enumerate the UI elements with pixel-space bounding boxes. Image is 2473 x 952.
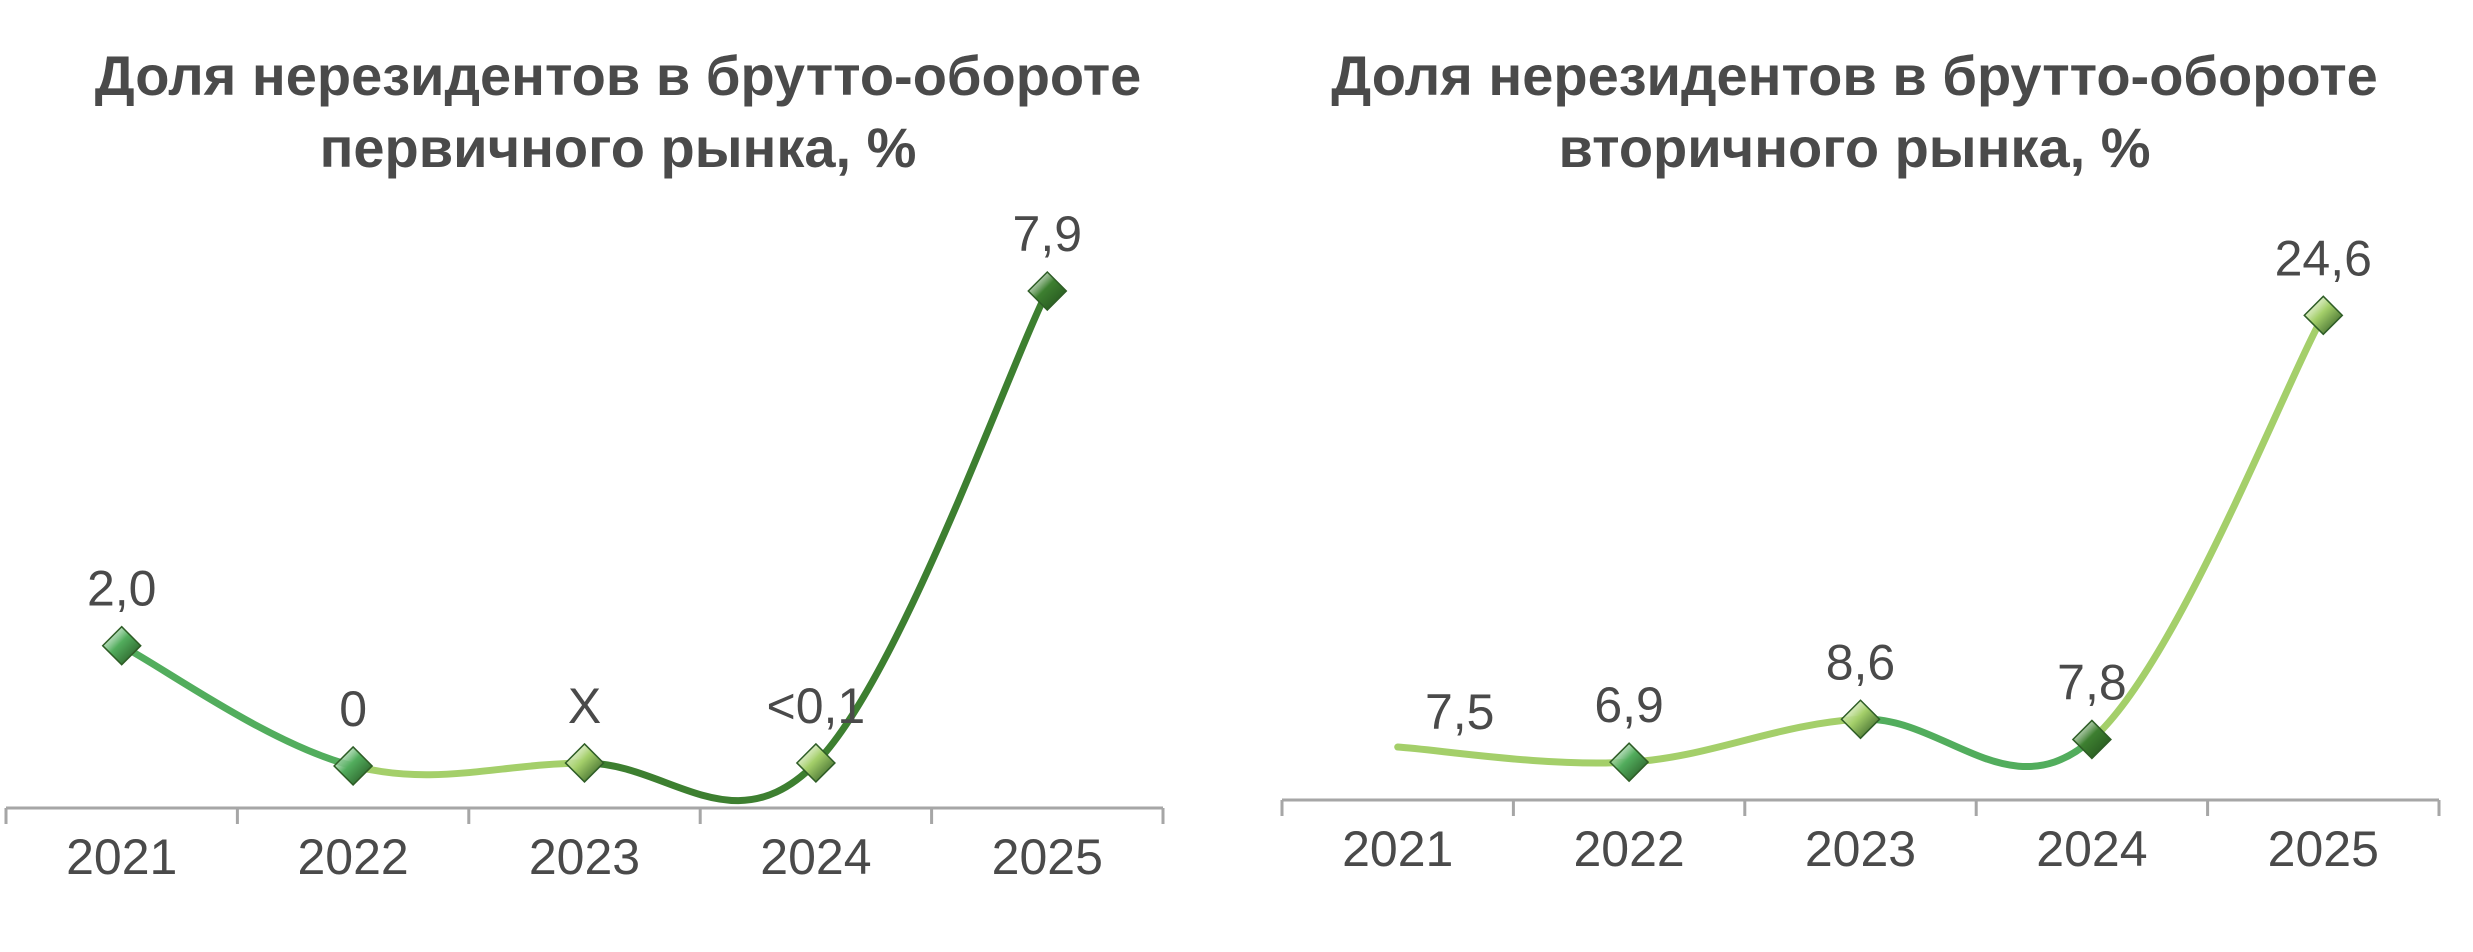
chart-title: Доля нерезидентов в брутто-обороте втори…: [1236, 40, 2473, 184]
data-label: 6,9: [1594, 677, 1664, 733]
data-label: 7,9: [1013, 206, 1083, 262]
data-label: 8,6: [1826, 634, 1896, 690]
data-label: 7,5: [1425, 684, 1495, 740]
series-line-segment: [1394, 743, 1633, 767]
x-tick-label: 2025: [2268, 821, 2379, 877]
series-line-segment: [2088, 311, 2327, 743]
data-label: 7,8: [2057, 654, 2127, 710]
chart-title-line-2: вторичного рынка, %: [1558, 116, 2151, 179]
data-point-marker: [795, 742, 836, 784]
x-tick-label: 2023: [1805, 821, 1916, 877]
series-line-segment: [349, 759, 588, 779]
x-tick-label: 2022: [297, 829, 408, 885]
chart-title-line-1: Доля нерезидентов в брутто-обороте: [94, 44, 1142, 107]
data-point-marker: [564, 742, 605, 784]
data-point-marker: [333, 745, 374, 787]
x-tick-label: 2024: [2036, 821, 2147, 877]
x-tick-label: 2023: [529, 829, 640, 885]
series-line-segment: [1857, 715, 2096, 771]
x-tick-label: 2022: [1573, 821, 1684, 877]
x-tick-label: 2025: [992, 829, 1103, 885]
chart-secondary-market: Доля нерезидентов в брутто-обороте втори…: [1236, 0, 2473, 952]
data-label: 24,6: [2275, 230, 2372, 286]
data-point-marker: [2303, 295, 2344, 336]
series-line-segment: [581, 759, 820, 805]
x-tick-label: 2024: [760, 829, 871, 885]
data-label: 2,0: [87, 561, 157, 617]
x-tick-label: 2021: [1342, 821, 1453, 877]
data-point-marker: [101, 625, 142, 666]
chart-primary-market: Доля нерезидентов в брутто-обороте перви…: [0, 0, 1236, 952]
data-label: 0: [339, 681, 367, 737]
data-label: <0,1: [767, 678, 866, 734]
data-label: X: [568, 678, 601, 734]
data-point-marker: [1840, 699, 1881, 740]
series-line-segment: [1625, 715, 1864, 766]
series-line-segment: [812, 287, 1051, 767]
chart-title-line-2: первичного рынка, %: [319, 116, 917, 179]
data-point-marker: [2071, 719, 2112, 760]
series-line-segment: [118, 642, 357, 770]
x-tick-label: 2021: [66, 829, 177, 885]
chart-plot-area: 2021 2022 2023 2024 2025 2,0 0 X <0,1 7,9: [4, 206, 1165, 885]
data-point-marker: [1027, 270, 1068, 312]
data-point-marker: [1609, 742, 1650, 783]
chart-title: Доля нерезидентов в брутто-обороте перви…: [0, 40, 1236, 184]
chart-plot-area: 2021 2022 2023 2024 2025 7,5 6,9 8,6 7,8 24,6: [1280, 230, 2441, 877]
chart-title-line-1: Доля нерезидентов в брутто-обороте: [1331, 44, 2378, 107]
